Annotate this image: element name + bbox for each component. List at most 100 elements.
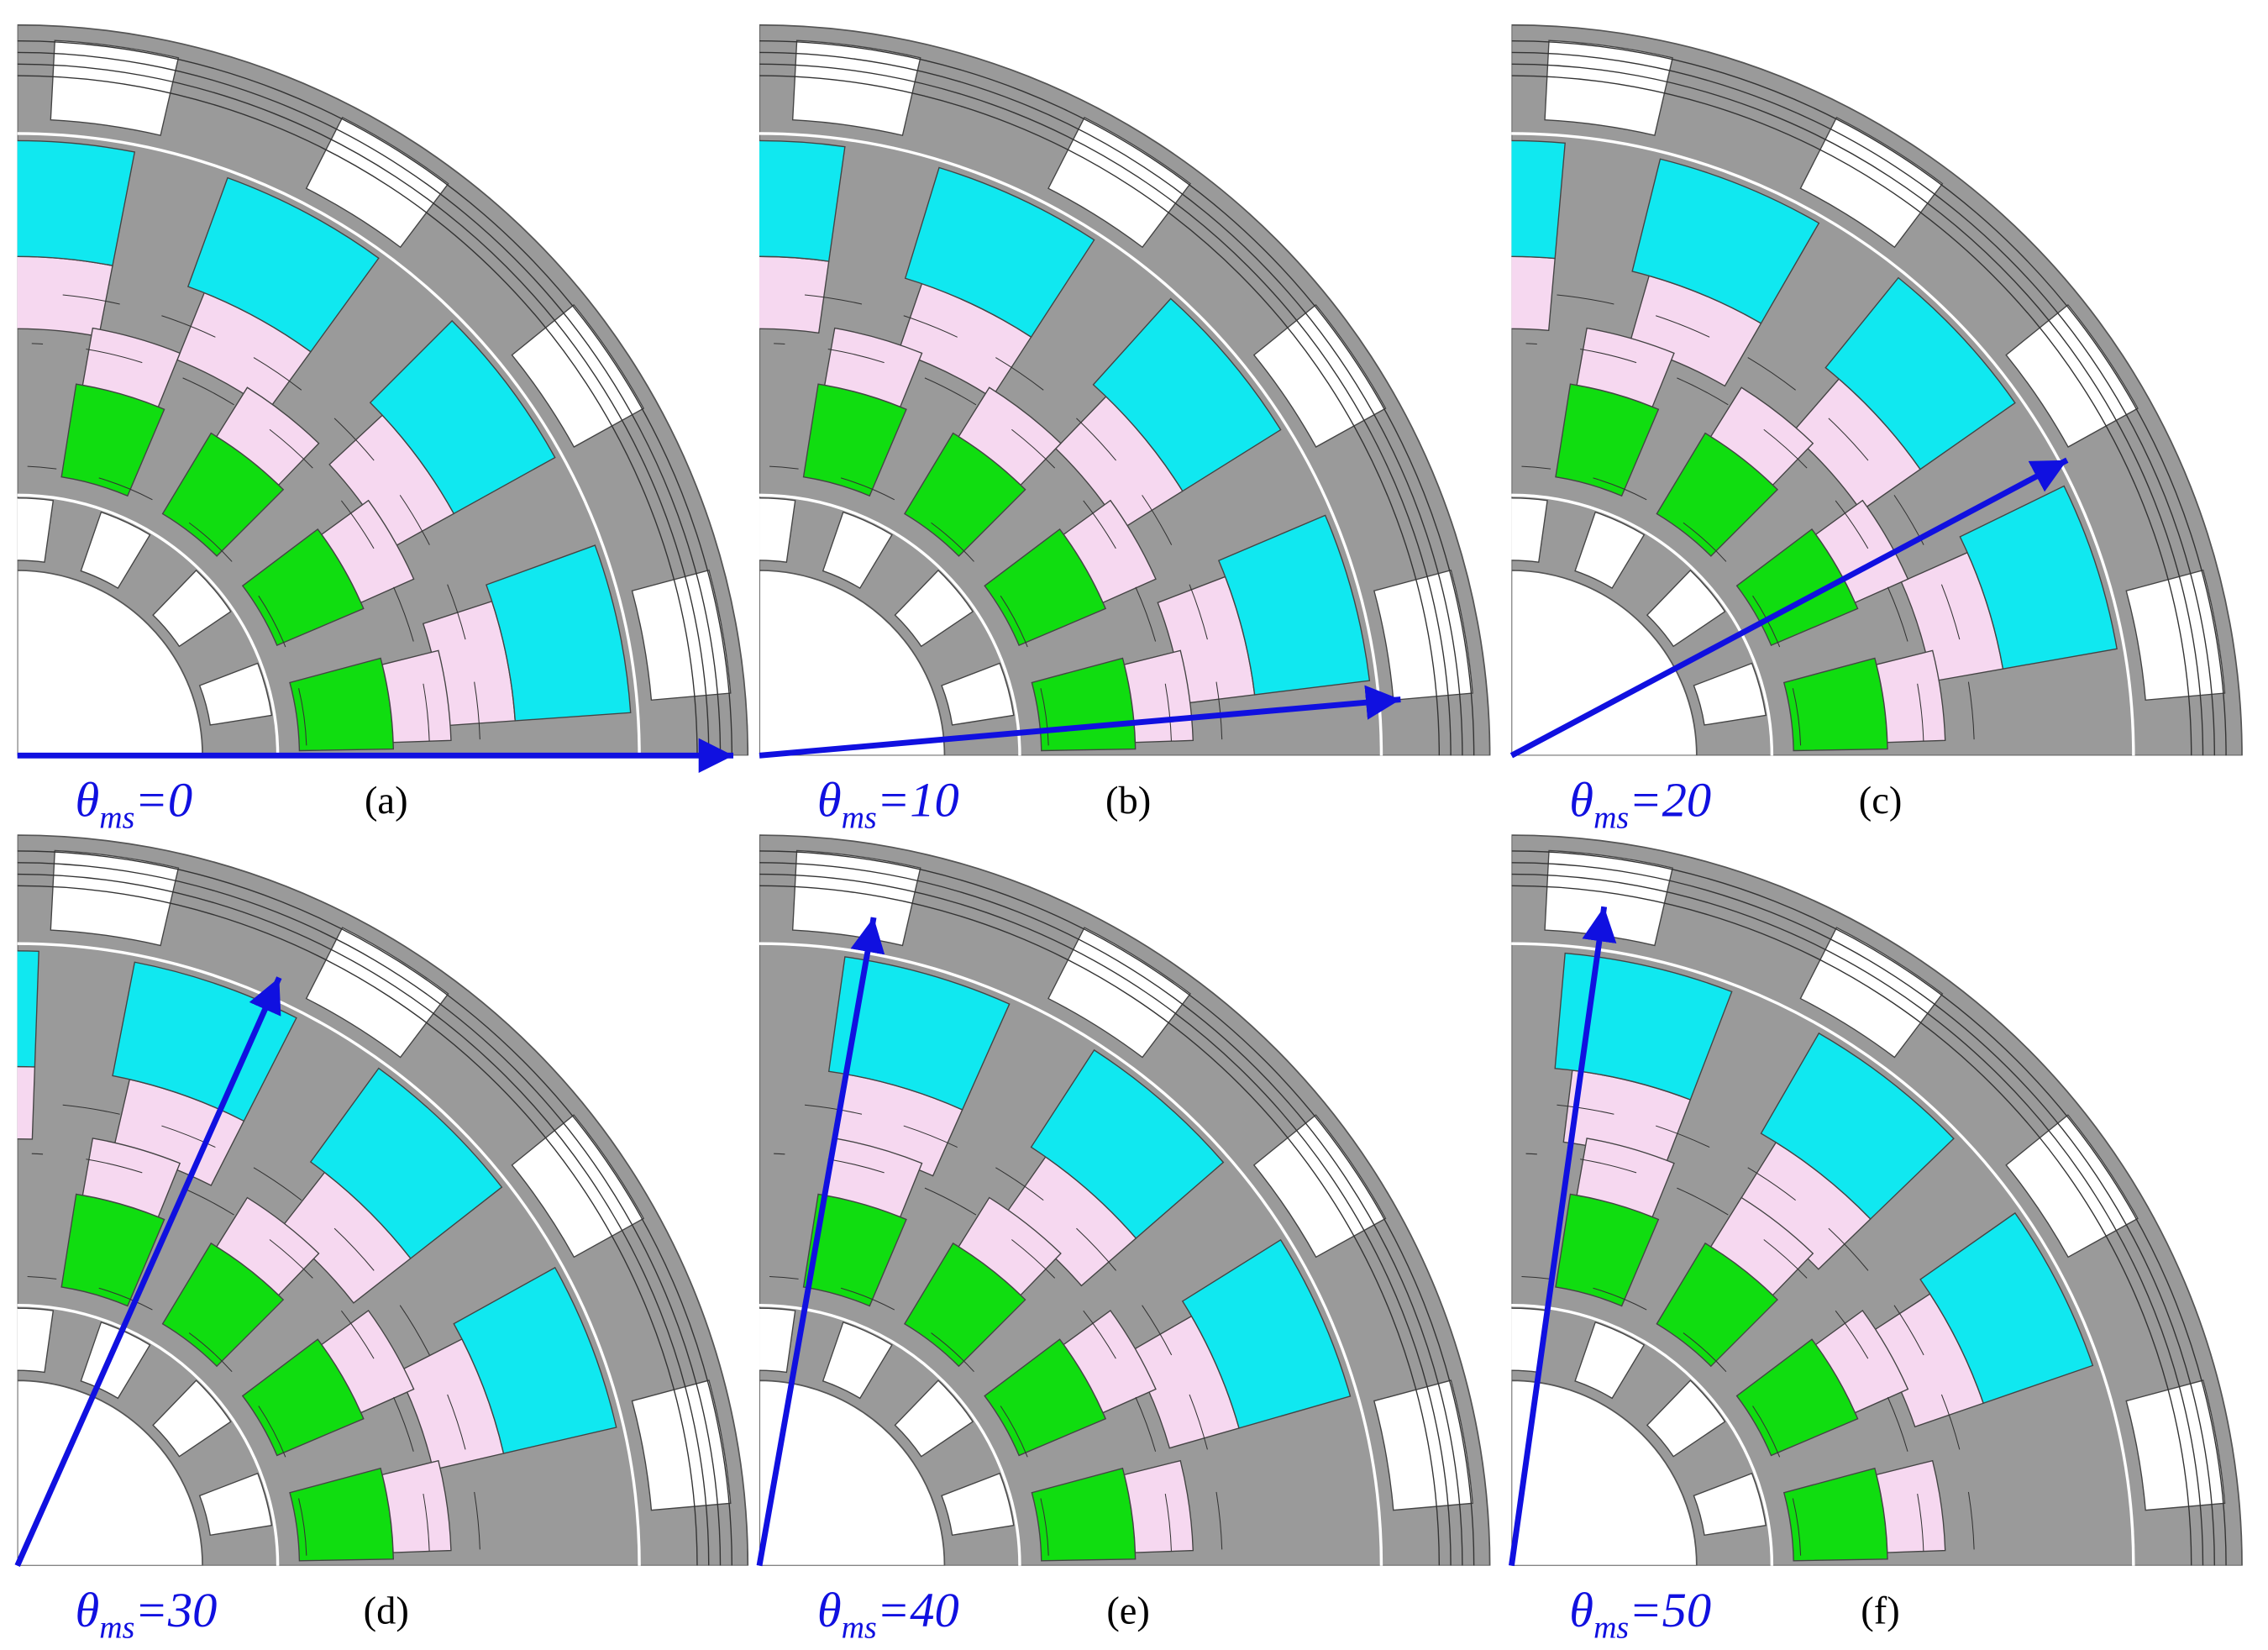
coil-cyan: [1301, 953, 1477, 1097]
angle-arrow: [759, 685, 1401, 759]
flux-line: [1511, 40, 2227, 756]
panel: θms=40 (e): [630, 834, 1491, 1646]
coil-pink: [81, 327, 181, 408]
outer-slot: [1047, 116, 1191, 249]
flux-line: [17, 885, 698, 1566]
shaft-bore: [759, 1379, 946, 1566]
flux-line: [1521, 465, 1802, 746]
theta-symbol: θ: [76, 1583, 100, 1637]
panel: θms=50 (f): [1301, 834, 2243, 1646]
shaft-bore: [17, 1379, 203, 1566]
coil-cyan: [17, 139, 136, 267]
panel: θms=10 (b): [759, 24, 1491, 836]
angle-arrow: [1509, 906, 1617, 1567]
coil-pink: [1511, 255, 1556, 332]
flux-line: [1511, 873, 2204, 1566]
panel-label: (e): [1106, 1590, 1150, 1633]
coil-pink: [1814, 1310, 1909, 1414]
air-gap: [759, 1303, 1021, 1566]
coil-pink: [958, 1196, 1062, 1296]
outer-slot: [2125, 1379, 2226, 1511]
coil-pink: [381, 1459, 452, 1553]
inner-slot: [17, 497, 55, 563]
panel-label: (d): [364, 1590, 409, 1633]
angle-arrow: [14, 976, 282, 1568]
inner-slot: [822, 1321, 893, 1400]
coil-pink: [81, 1138, 181, 1218]
inner-slot: [894, 569, 974, 648]
inner-slot: [152, 1379, 232, 1458]
flux-line: [31, 343, 430, 742]
coil-cyan: [186, 176, 380, 353]
air-gap: [1511, 1303, 1774, 1566]
coil-pink: [1876, 1459, 1946, 1553]
coil-pink: [958, 386, 1062, 486]
theta-symbol: θ: [817, 773, 842, 828]
coil-cyan: [17, 950, 39, 1068]
machine-section: [630, 834, 1491, 1566]
theta-label: θms=10: [817, 773, 959, 836]
coil-pink: [1063, 1310, 1157, 1414]
theta-value: =10: [877, 773, 959, 828]
flux-line: [759, 40, 1475, 756]
outer-slot: [2005, 303, 2139, 448]
coil-cyan: [369, 319, 556, 515]
coil-pink: [1576, 327, 1675, 408]
coil-pink: [1576, 1138, 1675, 1218]
coil-pink: [759, 255, 830, 334]
flux-line: [1525, 1153, 1924, 1552]
coil-pink: [17, 255, 113, 338]
outer-slot: [1799, 116, 1944, 249]
inner-slot: [1511, 497, 1548, 563]
inner-slot: [198, 1472, 273, 1537]
outer-slot: [631, 1379, 732, 1511]
flux-line: [33, 292, 480, 740]
flux-line: [759, 75, 1441, 756]
air-gap: [17, 942, 641, 1566]
machine-section: [17, 834, 749, 1566]
inner-slot: [152, 569, 232, 648]
flux-line: [17, 40, 732, 756]
angle-arrow: [1509, 457, 2069, 759]
theta-label: θms=30: [76, 1583, 218, 1646]
panel-label: (a): [365, 780, 408, 822]
flux-line: [1511, 63, 2204, 756]
inner-slot: [1574, 1321, 1646, 1400]
theta-label: θms=0: [76, 773, 193, 836]
outer-slot: [1373, 569, 1473, 702]
outer-slot: [1373, 1379, 1473, 1511]
coil-cyan: [486, 544, 632, 722]
outer-slot: [1252, 1114, 1387, 1259]
air-gap: [17, 1303, 280, 1566]
coil-pink: [630, 1067, 752, 1153]
coil-cyan: [1030, 1048, 1225, 1239]
shaft-bore: [759, 570, 946, 756]
flux-line: [1511, 862, 2215, 1566]
coil-cyan: [453, 1266, 617, 1454]
flux-line: [759, 885, 1441, 1566]
outer-slot: [511, 1114, 645, 1259]
coil-pink: [823, 327, 923, 408]
outer-slot: [305, 116, 449, 249]
inner-slot: [1646, 1379, 1726, 1458]
shaft-bore: [1511, 570, 1698, 756]
flux-line: [17, 850, 732, 1566]
air-gap: [759, 942, 1383, 1566]
coil-pink: [215, 386, 320, 486]
coil-pink: [320, 1310, 415, 1414]
coil-pink: [1709, 386, 1814, 486]
theta-label: θms=20: [1569, 773, 1711, 836]
flux-line: [1511, 885, 2192, 1566]
inner-slot: [1646, 569, 1726, 648]
outer-slot: [1252, 303, 1387, 448]
theta-symbol: θ: [76, 773, 100, 828]
outer-slot: [1799, 927, 1944, 1059]
air-gap: [17, 132, 641, 756]
coil-cyan: [1092, 297, 1282, 492]
flux-line: [1511, 850, 2227, 1566]
outer-slot: [511, 303, 645, 448]
coil-cyan: [904, 166, 1095, 339]
coil-cyan: [1959, 485, 2118, 670]
panel: θms=20 (c): [1509, 24, 2243, 836]
